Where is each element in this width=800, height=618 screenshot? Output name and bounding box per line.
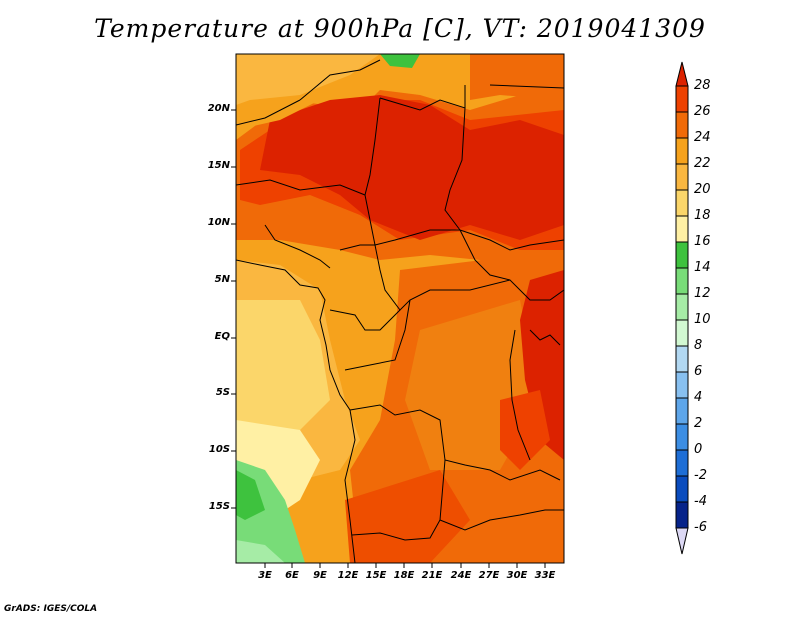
- lat-label: 5N: [214, 274, 230, 285]
- lat-label: 5S: [215, 387, 230, 398]
- colorbar-label: 16: [694, 234, 711, 249]
- lon-label: 3E: [258, 570, 272, 581]
- colorbar-segment: [675, 423, 689, 451]
- colorbar-label: 28: [694, 78, 711, 93]
- colorbar-label: 26: [694, 104, 711, 119]
- colorbar-segment: [675, 241, 689, 269]
- colorbar-segment: [675, 397, 689, 425]
- lon-label: 12E: [337, 570, 359, 581]
- lat-label: EQ: [214, 331, 230, 342]
- colorbar-segment: [675, 449, 689, 477]
- colorbar-label: -4: [694, 494, 707, 509]
- lon-label: 15E: [365, 570, 387, 581]
- lat-label: 20N: [207, 103, 230, 114]
- map-title: Temperature at 900hPa [C], VT: 201904130…: [94, 14, 706, 43]
- lat-label: 15N: [207, 160, 230, 171]
- lat-label: 10N: [207, 217, 230, 228]
- country-borders: [236, 59, 564, 563]
- lon-label: 9E: [313, 570, 327, 581]
- lat-label: 15S: [208, 501, 230, 512]
- lon-label: 24E: [450, 570, 472, 581]
- colorbar-label: 0: [694, 442, 703, 457]
- colorbar-segment: [675, 267, 689, 295]
- grads-credit: GrADS: IGES/COLA: [4, 604, 98, 614]
- colorbar-segment: [675, 319, 689, 347]
- colorbar-label: 2: [694, 416, 703, 431]
- colorbar-segment: [675, 371, 689, 399]
- colorbar-segment: [675, 293, 689, 321]
- colorbar-segment: [675, 85, 689, 113]
- colorbar-segment: [675, 345, 689, 373]
- colorbar-label: 4: [694, 390, 703, 405]
- colorbar-label: 20: [694, 182, 711, 197]
- colorbar-label: 24: [694, 130, 711, 145]
- colorbar-label: 12: [694, 286, 711, 301]
- colorbar-bottom-triangle: [675, 527, 689, 555]
- temperature-field: [236, 54, 564, 563]
- axis-ticks: [231, 109, 546, 568]
- colorbar-label: -6: [694, 520, 707, 535]
- colorbar-label: 8: [694, 338, 703, 353]
- colorbar-label: 22: [694, 156, 711, 171]
- colorbar-top-triangle: [675, 61, 689, 87]
- lon-label: 27E: [478, 570, 500, 581]
- lon-label: 21E: [421, 570, 443, 581]
- lon-label: 18E: [393, 570, 415, 581]
- colorbar-label: -2: [694, 468, 707, 483]
- colorbar-label: 18: [694, 208, 711, 223]
- colorbar: [675, 61, 689, 555]
- colorbar-segment: [675, 475, 689, 503]
- colorbar-segment: [675, 111, 689, 139]
- colorbar-segment: [675, 501, 689, 529]
- colorbar-label: 14: [694, 260, 711, 275]
- lon-label: 33E: [534, 570, 556, 581]
- colorbar-label: 6: [694, 364, 703, 379]
- lon-label: 6E: [285, 570, 299, 581]
- colorbar-segment: [675, 137, 689, 165]
- lat-label: 10S: [208, 444, 230, 455]
- colorbar-label: 10: [694, 312, 711, 327]
- lon-label: 30E: [506, 570, 528, 581]
- colorbar-segment: [675, 189, 689, 217]
- colorbar-segment: [675, 215, 689, 243]
- colorbar-segment: [675, 163, 689, 191]
